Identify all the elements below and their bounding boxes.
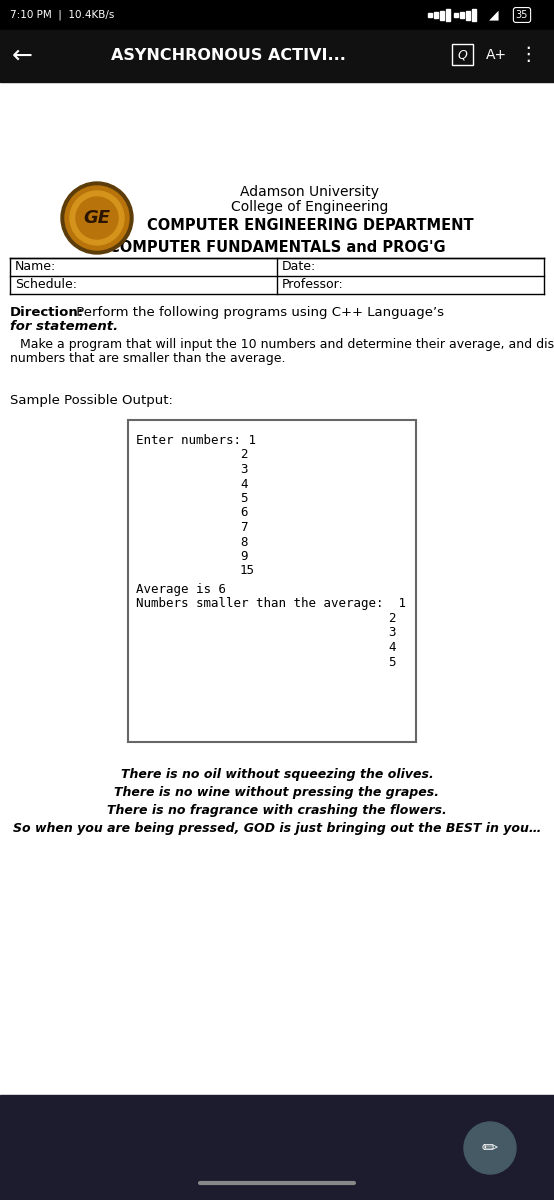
Bar bbox=[472, 10, 476, 20]
Text: So when you are being pressed, GOD is just bringing out the BEST in you…: So when you are being pressed, GOD is ju… bbox=[13, 822, 541, 835]
Bar bbox=[428, 13, 432, 17]
Text: 8: 8 bbox=[240, 535, 248, 548]
Text: Date:: Date: bbox=[282, 260, 316, 274]
Text: Sample Possible Output:: Sample Possible Output: bbox=[10, 394, 173, 407]
Text: 5: 5 bbox=[388, 655, 396, 668]
Text: 3: 3 bbox=[388, 626, 396, 640]
Text: for statement.: for statement. bbox=[10, 320, 118, 332]
Text: 4: 4 bbox=[388, 641, 396, 654]
Text: numbers that are smaller than the average.: numbers that are smaller than the averag… bbox=[10, 352, 285, 365]
Text: There is no wine without pressing the grapes.: There is no wine without pressing the gr… bbox=[115, 786, 439, 799]
Text: Direction:: Direction: bbox=[10, 306, 84, 319]
Text: Schedule:: Schedule: bbox=[15, 278, 77, 292]
Bar bbox=[0, 0, 554, 30]
Text: College of Engineering: College of Engineering bbox=[232, 200, 389, 214]
Text: A+: A+ bbox=[485, 48, 506, 62]
Text: 4: 4 bbox=[240, 478, 248, 491]
Text: 7: 7 bbox=[240, 521, 248, 534]
Text: Enter numbers: 1: Enter numbers: 1 bbox=[136, 434, 256, 446]
Text: 35: 35 bbox=[516, 10, 528, 20]
Circle shape bbox=[464, 1122, 516, 1174]
Text: Perform the following programs using C++ Language’s: Perform the following programs using C++… bbox=[72, 306, 448, 319]
Text: ←: ← bbox=[12, 44, 33, 68]
Bar bbox=[440, 11, 444, 19]
Text: 9: 9 bbox=[240, 550, 248, 563]
Bar bbox=[0, 30, 554, 82]
Text: Professor:: Professor: bbox=[282, 278, 343, 292]
Circle shape bbox=[76, 197, 118, 239]
Text: ASYNCHRONOUS ACTIVI...: ASYNCHRONOUS ACTIVI... bbox=[111, 48, 346, 64]
Text: COMPUTER ENGINEERING DEPARTMENT: COMPUTER ENGINEERING DEPARTMENT bbox=[147, 217, 473, 233]
Text: ⋮: ⋮ bbox=[518, 44, 538, 64]
Circle shape bbox=[65, 186, 129, 250]
Text: COMPUTER FUNDAMENTALS and PROG'G: COMPUTER FUNDAMENTALS and PROG'G bbox=[109, 240, 445, 256]
Bar bbox=[434, 12, 438, 18]
Text: Adamson University: Adamson University bbox=[240, 185, 379, 199]
Bar bbox=[446, 10, 450, 20]
Text: There is no fragrance with crashing the flowers.: There is no fragrance with crashing the … bbox=[107, 804, 447, 817]
FancyBboxPatch shape bbox=[128, 420, 416, 742]
Text: Numbers smaller than the average:  1: Numbers smaller than the average: 1 bbox=[136, 598, 406, 611]
Circle shape bbox=[70, 191, 124, 245]
Text: 15: 15 bbox=[240, 564, 255, 577]
Text: Average is 6: Average is 6 bbox=[136, 583, 226, 596]
Circle shape bbox=[61, 182, 133, 254]
Bar bbox=[0, 1094, 554, 1200]
Text: ◢: ◢ bbox=[489, 8, 499, 22]
Text: 2: 2 bbox=[240, 449, 248, 462]
Text: 5: 5 bbox=[240, 492, 248, 505]
Text: GE: GE bbox=[84, 209, 110, 227]
Text: ✏: ✏ bbox=[482, 1139, 498, 1158]
Text: Make a program that will input the 10 numbers and determine their average, and d: Make a program that will input the 10 nu… bbox=[20, 338, 554, 350]
Bar bbox=[460, 12, 464, 18]
Text: 3: 3 bbox=[240, 463, 248, 476]
Text: 7:10 PM  |  10.4KB/s: 7:10 PM | 10.4KB/s bbox=[10, 10, 114, 20]
Bar bbox=[454, 13, 458, 17]
Text: Name:: Name: bbox=[15, 260, 57, 274]
Text: 6: 6 bbox=[240, 506, 248, 520]
Text: 2: 2 bbox=[388, 612, 396, 625]
Bar bbox=[466, 11, 470, 19]
Text: Q: Q bbox=[457, 48, 467, 61]
Text: There is no oil without squeezing the olives.: There is no oil without squeezing the ol… bbox=[121, 768, 433, 781]
